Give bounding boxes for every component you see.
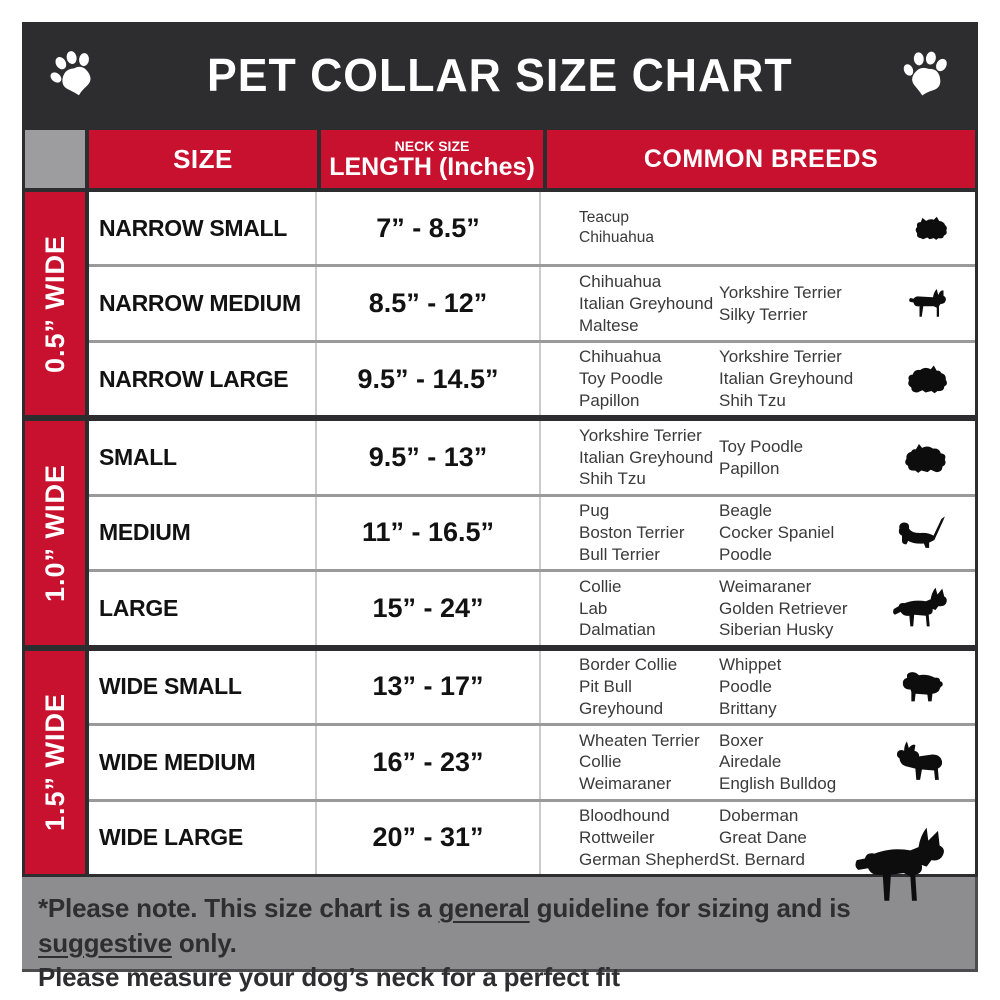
header-size: SIZE	[89, 130, 317, 188]
size-cell: NARROW LARGE	[89, 342, 317, 416]
table-row: WIDE SMALL 13” - 17” Border Collie Pit B…	[89, 650, 975, 724]
size-cell: WIDE MEDIUM	[89, 726, 317, 799]
yorkshire-terrier-icon	[913, 214, 951, 243]
width-strip-label: 0.5” WIDE	[39, 234, 70, 373]
breeds-cell: Chihuahua Toy Poodle Papillon Yorkshire …	[541, 343, 975, 415]
width-strip-label: 1.0” WIDE	[39, 463, 70, 602]
pekingese-icon	[903, 361, 951, 397]
table-header-row: SIZE NECK SIZE LENGTH (Inches) COMMON BR…	[25, 130, 975, 188]
table-row: SMALL 9.5” - 13” Yorkshire Terrier Itali…	[89, 421, 975, 494]
size-cell: SMALL	[89, 421, 317, 494]
table-body: 0.5” WIDE NARROW SMALL 7” - 8.5” Teacup …	[25, 192, 975, 901]
breeds-cell: Border Collie Pit Bull Greyhound Whippet…	[541, 651, 975, 723]
width-group-0-5: 0.5” WIDE NARROW SMALL 7” - 8.5” Teacup …	[25, 192, 975, 416]
underlined-word: suggestive	[38, 927, 172, 958]
boxer-icon	[891, 740, 951, 785]
width-group-1-5: 1.5” WIDE WIDE SMALL 13” - 17” Border Co…	[25, 650, 975, 901]
length-cell: 20” - 31”	[317, 801, 541, 874]
breeds-cell: Pug Boston Terrier Bull Terrier Beagle C…	[541, 497, 975, 569]
title-band: PET COLLAR SIZE CHART	[22, 22, 978, 127]
table-row: LARGE 15” - 24” Collie Lab Dalmatian Wei…	[89, 569, 975, 645]
breeds-cell: Collie Lab Dalmatian Weimaraner Golden R…	[541, 572, 975, 644]
paw-print-icon	[48, 49, 100, 101]
width-group-1-0: 1.0” WIDE SMALL 9.5” - 13” Yorkshire Ter…	[25, 421, 975, 645]
footnote-line2: Please measure your dog’s neck for a per…	[38, 962, 620, 993]
footnote-line1: *Please note. This size chart is a gener…	[38, 893, 851, 958]
german-shepherd-icon	[889, 585, 951, 632]
table-row: NARROW SMALL 7” - 8.5” Teacup Chihuahua	[89, 192, 975, 265]
breeds-cell: Wheaten Terrier Collie Weimaraner Boxer …	[541, 726, 975, 798]
length-cell: 9.5” - 13”	[317, 421, 541, 494]
size-cell: MEDIUM	[89, 496, 317, 570]
size-cell: WIDE SMALL	[89, 650, 317, 724]
table-row: MEDIUM 11” - 16.5” Pug Boston Terrier Bu…	[89, 493, 975, 570]
breeds-cell: Bloodhound Rottweiler German Shepherd Do…	[541, 802, 975, 901]
header-common-breeds: COMMON BREEDS	[547, 130, 975, 188]
table-row: NARROW MEDIUM 8.5” - 12” Chihuahua Itali…	[89, 264, 975, 340]
header-neck-size-top: NECK SIZE	[394, 137, 470, 154]
chihuahua-icon	[903, 286, 951, 322]
width-strip-0-5: 0.5” WIDE	[25, 192, 85, 416]
length-cell: 9.5” - 14.5”	[317, 342, 541, 416]
breeds-cell: Yorkshire Terrier Italian Greyhound Shih…	[541, 421, 975, 493]
table-row: WIDE LARGE 20” - 31” Bloodhound Rottweil…	[89, 798, 975, 901]
size-cell: WIDE LARGE	[89, 801, 317, 874]
width-strip-label: 1.5” WIDE	[39, 693, 70, 832]
length-cell: 16” - 23”	[317, 726, 541, 799]
size-cell: NARROW SMALL	[89, 192, 317, 265]
size-cell: NARROW MEDIUM	[89, 267, 317, 340]
size-cell: LARGE	[89, 572, 317, 645]
header-neck-size-bottom: LENGTH (Inches)	[329, 152, 535, 181]
length-cell: 7” - 8.5”	[317, 192, 541, 265]
width-strip-1-0: 1.0” WIDE	[25, 421, 85, 645]
header-neck-size: NECK SIZE LENGTH (Inches)	[321, 130, 543, 188]
paw-print-icon	[900, 49, 952, 101]
length-cell: 11” - 16.5”	[317, 496, 541, 570]
breeds-cell: Chihuahua Italian Greyhound Maltese York…	[541, 267, 975, 339]
pomeranian-icon	[901, 439, 951, 477]
beagle-icon	[895, 512, 951, 554]
table-row: WIDE MEDIUM 16” - 23” Wheaten Terrier Co…	[89, 723, 975, 799]
length-cell: 8.5” - 12”	[317, 267, 541, 340]
breeds-cell: Teacup Chihuahua	[541, 192, 975, 264]
size-chart-table: SIZE NECK SIZE LENGTH (Inches) COMMON BR…	[22, 127, 978, 901]
table-row: NARROW LARGE 9.5” - 14.5” Chihuahua Toy …	[89, 339, 975, 416]
corner-cell	[25, 130, 85, 188]
length-cell: 15” - 24”	[317, 572, 541, 645]
length-cell: 13” - 17”	[317, 650, 541, 724]
doberman-icon	[847, 826, 951, 904]
width-strip-1-5: 1.5” WIDE	[25, 650, 85, 874]
page-title: PET COLLAR SIZE CHART	[207, 48, 793, 101]
underlined-word: general	[438, 893, 530, 923]
footnote: *Please note. This size chart is a gener…	[22, 877, 978, 992]
pit-bull-icon	[897, 666, 951, 707]
